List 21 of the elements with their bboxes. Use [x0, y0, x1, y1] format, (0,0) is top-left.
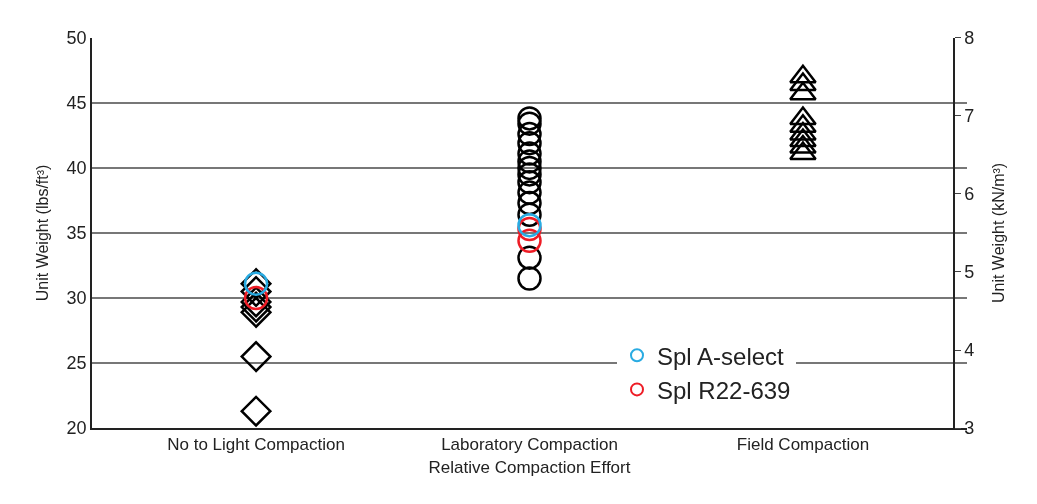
- y-tick-label: 45: [66, 93, 87, 114]
- y2-tick-label: 4: [964, 340, 975, 361]
- y2-tick-label: 5: [964, 262, 975, 283]
- y-axis-title: Unit Weight (lbs/ft³): [34, 164, 52, 302]
- y-tick-label: 25: [66, 353, 87, 374]
- y-tick-label: 20: [66, 418, 87, 439]
- y2-tick-label: 7: [964, 106, 975, 127]
- x-tick-label: Laboratory Compaction: [441, 435, 618, 455]
- x-tick-label: No to Light Compaction: [167, 435, 345, 455]
- x-axis-title: Relative Compaction Effort: [428, 458, 631, 478]
- y-tick-label: 40: [66, 158, 87, 179]
- y2-tick-label: 8: [964, 28, 975, 49]
- y-tick-label: 30: [66, 288, 87, 309]
- x-tick-label: Field Compaction: [736, 435, 870, 455]
- y-tick-label: 35: [66, 223, 87, 244]
- y2-tick-label: 6: [964, 184, 975, 205]
- legend-label: Spl A-select: [657, 342, 785, 370]
- y2-axis-title: Unit Weight (kN/m³): [990, 162, 1008, 304]
- legend-label: Spl R22-639: [657, 376, 791, 404]
- y-tick-label: 50: [66, 28, 87, 49]
- y2-tick-label: 3: [964, 418, 975, 439]
